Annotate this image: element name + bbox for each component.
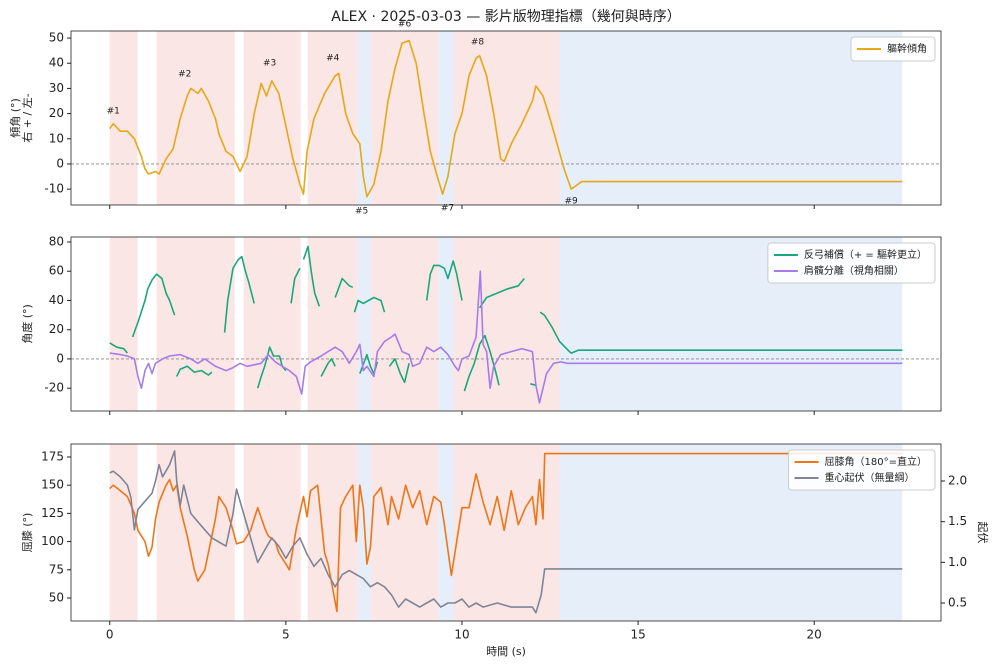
- y-tick-label: 20: [49, 322, 64, 336]
- legend: 反弓補償（+ = 驅幹更立） 肩髖分離（視角相關）: [767, 242, 936, 284]
- x-tick-label: 15: [630, 628, 645, 642]
- phase-span: [307, 444, 358, 621]
- series-line: [109, 450, 903, 614]
- legend-label: 重心起伏（無量綱）: [825, 471, 915, 484]
- event-label: #9: [565, 196, 579, 206]
- y2-tick-label: 0.5: [948, 596, 967, 610]
- event-label: #1: [107, 107, 120, 117]
- phase-span: [307, 31, 358, 205]
- x-tick-label: 5: [282, 628, 290, 642]
- phase-span: [559, 31, 903, 205]
- y-tick-label: 100: [41, 534, 64, 548]
- phase-span: [307, 237, 358, 411]
- y2-tick-label: 2.0: [948, 474, 967, 488]
- legend-label: 肩髖分離（視角相關）: [804, 264, 904, 277]
- legend: 軀幹傾角: [850, 36, 936, 62]
- event-label: #2: [178, 70, 191, 80]
- legend-label: 反弓補償（+ = 驅幹更立）: [804, 248, 927, 261]
- y-tick-label: 20: [49, 106, 64, 120]
- y-tick-label: 175: [41, 449, 64, 463]
- phase-span: [109, 237, 138, 411]
- x-axis-label: 時間 (s): [486, 645, 526, 658]
- y2-tick-label: 1.5: [948, 514, 967, 528]
- plot-area: [109, 444, 903, 621]
- legend-box: [767, 242, 936, 284]
- y2-axis-label: 起伏: [976, 522, 990, 544]
- y-tick-label: 75: [49, 562, 64, 576]
- legend-label: 屈膝角（180°=直立）: [825, 455, 927, 468]
- legend-box: [850, 36, 936, 62]
- y-axis-label: 角度 (°): [20, 304, 34, 344]
- y-tick-label: 50: [49, 590, 64, 604]
- phase-span: [109, 444, 138, 621]
- x-tick-label: 0: [106, 628, 114, 642]
- event-label: #5: [355, 207, 368, 217]
- series-line: [109, 452, 903, 613]
- legend-box: [788, 449, 936, 491]
- y-tick-label: -20: [44, 381, 64, 395]
- x-tick-label: 20: [807, 628, 822, 642]
- y-tick-label: 30: [49, 81, 64, 95]
- phase-span: [371, 31, 439, 205]
- y-tick-label: 40: [49, 56, 64, 70]
- phase-span: [243, 444, 301, 621]
- y-tick-label: 125: [41, 506, 64, 520]
- y2-tick-label: 1.0: [948, 555, 967, 569]
- series-line: [109, 39, 903, 198]
- phase-span: [371, 444, 439, 621]
- y-tick-label: 60: [49, 264, 64, 278]
- y-tick-label: -10: [44, 182, 64, 196]
- plot-frame: [70, 443, 942, 622]
- phase-span: [357, 237, 372, 411]
- y-tick-label: 80: [49, 234, 64, 248]
- phase-span: [357, 31, 372, 205]
- figure-title: ALEX · 2025-03-03 — 影片版物理指標（幾何與時序）: [331, 9, 680, 25]
- y-tick-label: 150: [41, 478, 64, 492]
- phase-span: [243, 237, 301, 411]
- phase-span: [438, 31, 454, 205]
- phase-span: [156, 444, 235, 621]
- phase-span: [156, 237, 235, 411]
- event-label: #6: [398, 20, 412, 30]
- plot-frame: [70, 30, 942, 206]
- y-tick-label: 40: [49, 293, 64, 307]
- plot-area: [71, 237, 941, 411]
- phase-span: [371, 237, 439, 411]
- legend: 屈膝角（180°=直立） 重心起伏（無量綱）: [788, 449, 936, 491]
- event-label: #8: [471, 38, 485, 48]
- y-tick-label: 0: [56, 351, 64, 365]
- plot-area: [71, 31, 941, 205]
- phase-span: [438, 237, 454, 411]
- phase-span: [453, 31, 560, 205]
- phase-span: [109, 31, 138, 205]
- event-label: #7: [441, 204, 454, 214]
- phase-span: [453, 237, 560, 411]
- event-label: #4: [326, 54, 340, 64]
- y-tick-label: 10: [49, 131, 64, 145]
- y-tick-label: 0: [56, 156, 64, 170]
- x-tick-label: 10: [454, 628, 469, 642]
- y-axis-label: 傾角 (°): [8, 98, 22, 138]
- legend-label: 軀幹傾角: [887, 42, 927, 55]
- y-axis-label: 右 + / 左-: [20, 93, 34, 142]
- series-line: [109, 270, 903, 404]
- event-label: #3: [263, 59, 276, 69]
- y-axis-label: 屈膝 (°): [21, 513, 34, 553]
- y-tick-label: 50: [49, 31, 64, 45]
- plot-frame: [70, 236, 942, 412]
- phase-span: [156, 31, 235, 205]
- phase-span: [243, 31, 301, 205]
